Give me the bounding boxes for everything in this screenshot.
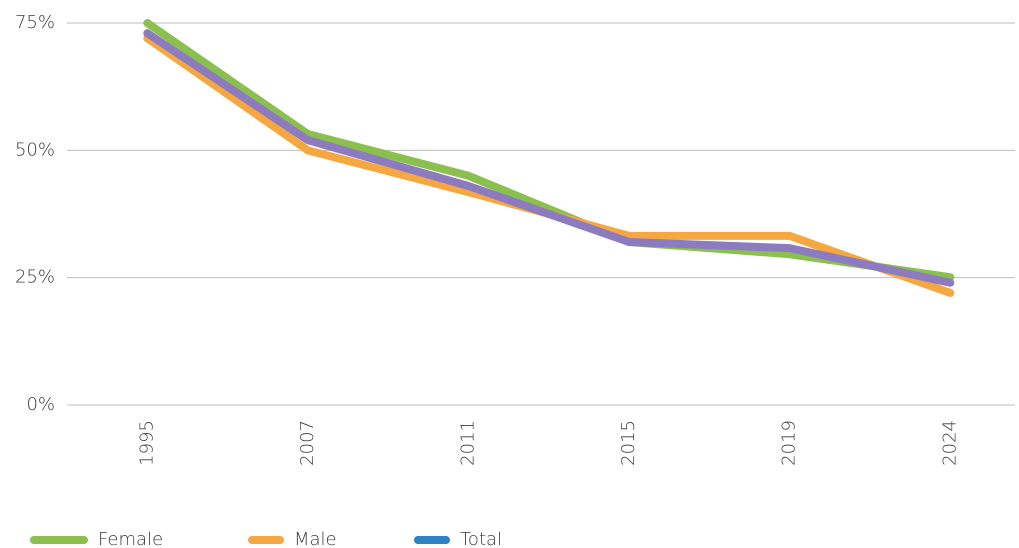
legend-label: Female (98, 529, 163, 548)
series-line (143, 29, 955, 287)
x-tick-label: 2024 (939, 420, 960, 466)
y-tick-label: 0% (26, 394, 55, 415)
y-tick-label: 25% (15, 267, 55, 288)
x-tick-label: 1995 (136, 420, 157, 466)
x-tick-label: 2019 (779, 420, 800, 466)
x-tick-label: 2011 (458, 420, 479, 466)
x-tick-label: 2007 (297, 420, 318, 466)
legend-label: Total (460, 529, 502, 548)
x-tick-label: 2015 (618, 420, 639, 466)
series-line (143, 19, 955, 282)
y-tick-label: 75% (15, 12, 55, 33)
legend-label: Male (294, 529, 337, 548)
y-tick-label: 50% (15, 139, 55, 160)
